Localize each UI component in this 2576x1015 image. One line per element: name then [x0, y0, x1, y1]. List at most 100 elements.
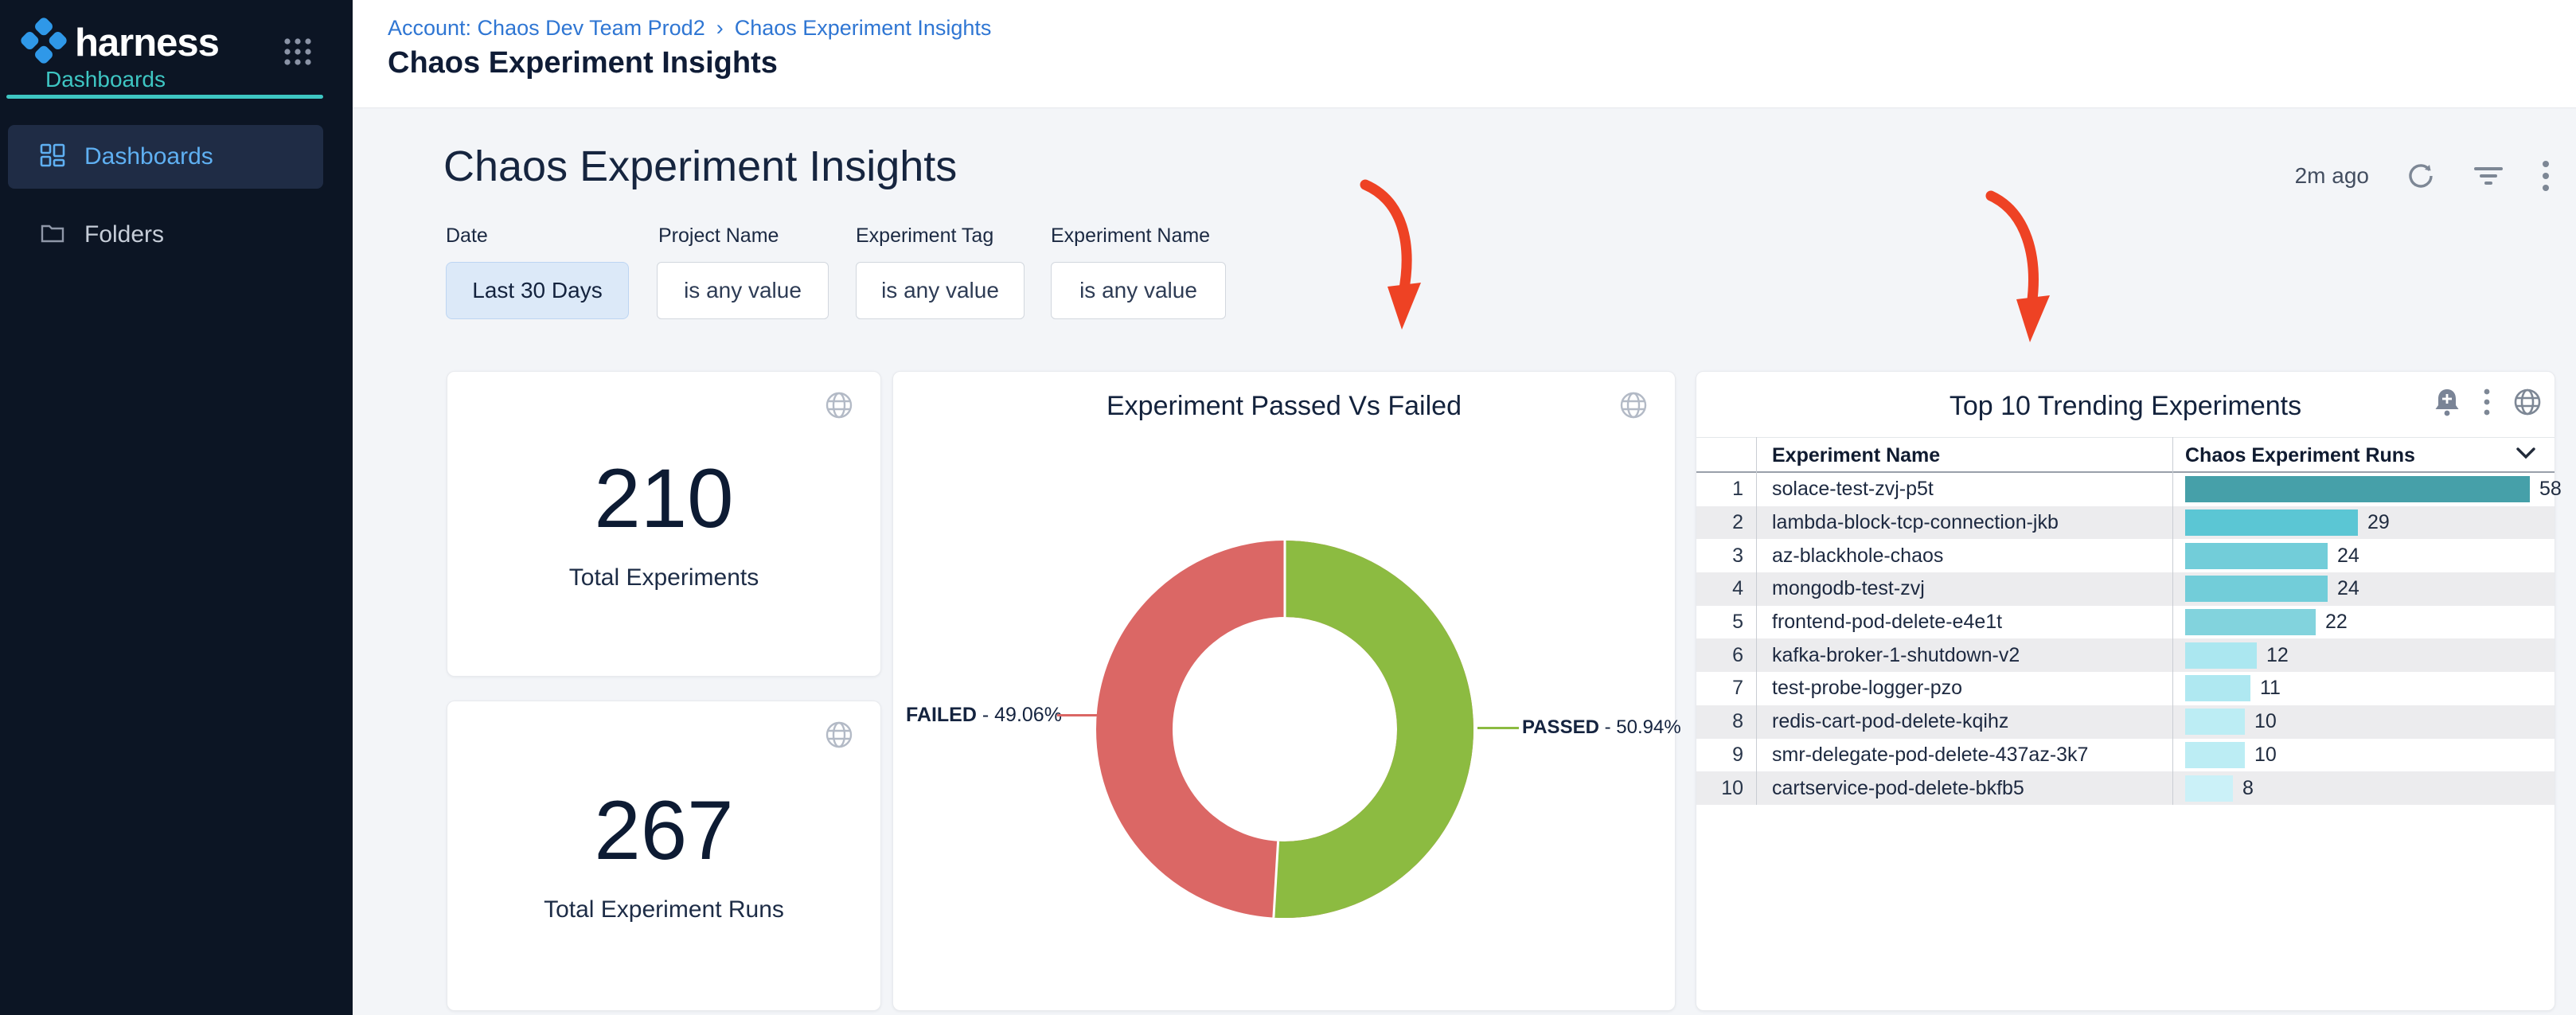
alert-bell-icon[interactable] [2434, 388, 2461, 416]
table-row[interactable]: 4 mongodb-test-zvj 24 [1696, 572, 2555, 606]
runs-bar[interactable] [2185, 509, 2358, 537]
total-experiments-card: 210 Total Experiments [447, 371, 881, 677]
runs-value: 12 [2266, 643, 2289, 666]
column-divider [2172, 437, 2173, 805]
runs-value: 24 [2337, 544, 2359, 567]
passed-label: PASSED - 50.94% [1522, 716, 1681, 738]
column-header-experiment-name[interactable]: Experiment Name [1772, 444, 1941, 467]
filters-icon[interactable] [2473, 162, 2504, 189]
experiment-name-cell[interactable]: redis-cart-pod-delete-kqihz [1772, 710, 2009, 733]
globe-icon [825, 391, 853, 424]
experiment-name-cell[interactable]: lambda-block-tcp-connection-jkb [1772, 511, 2059, 534]
project-name-filter-input[interactable]: is any value [657, 262, 829, 319]
row-rank: 5 [1732, 611, 1743, 634]
runs-bar[interactable] [2185, 775, 2233, 802]
passed-leader-line [1477, 727, 1519, 729]
row-rank: 4 [1732, 577, 1743, 600]
runs-value: 22 [2325, 611, 2348, 634]
top-header-bar: Account: Chaos Dev Team Prod2 › Chaos Ex… [353, 0, 2576, 108]
donut-chart [1096, 541, 1473, 918]
filter-label: Project Name [658, 224, 779, 247]
table-body: 1 solace-test-zvj-p5t 58 2 lambda-block-tcp-… [1696, 473, 2562, 805]
failed-label: FAILED - 49.06% [906, 704, 1062, 726]
folder-icon [40, 221, 65, 250]
failed-leader-line [1057, 714, 1102, 716]
runs-bar[interactable] [2185, 576, 2328, 603]
runs-bar[interactable] [2185, 675, 2250, 702]
table-row[interactable]: 10 cartservice-pod-delete-bkfb5 8 [1696, 771, 2555, 805]
chart-title: Experiment Passed Vs Failed [1107, 391, 1462, 421]
experiment-name-cell[interactable]: frontend-pod-delete-e4e1t [1772, 611, 2003, 634]
more-options-icon[interactable] [2541, 159, 2551, 193]
globe-icon [2513, 388, 2542, 416]
row-rank: 9 [1732, 743, 1743, 766]
breadcrumb-current-link[interactable]: Chaos Experiment Insights [734, 16, 992, 40]
column-header-chaos-experiment-runs[interactable]: Chaos Experiment Runs [2185, 444, 2415, 467]
experiment-name-cell[interactable]: az-blackhole-chaos [1772, 544, 1944, 567]
filter-experiment-name: Experiment Name is any value [1051, 224, 1226, 319]
runs-value: 8 [2242, 776, 2254, 799]
row-rank: 3 [1732, 544, 1743, 567]
experiment-name-filter-input[interactable]: is any value [1051, 262, 1226, 319]
table-row[interactable]: 5 frontend-pod-delete-e4e1t 22 [1696, 606, 2555, 639]
table-row[interactable]: 2 lambda-block-tcp-connection-jkb 29 [1696, 506, 2555, 540]
filter-experiment-tag: Experiment Tag is any value [856, 224, 1025, 319]
page-title: Chaos Experiment Insights [388, 46, 778, 80]
row-rank: 8 [1732, 710, 1743, 733]
experiment-name-cell[interactable]: kafka-broker-1-shutdown-v2 [1772, 643, 2020, 666]
row-rank: 10 [1721, 776, 1743, 799]
row-rank: 2 [1732, 511, 1743, 534]
sidebar-item-label: Folders [84, 221, 165, 248]
date-filter-button[interactable]: Last 30 Days [446, 262, 629, 319]
experiment-name-cell[interactable]: cartservice-pod-delete-bkfb5 [1772, 776, 2024, 799]
sidebar-item-label: Dashboards [84, 143, 213, 170]
breadcrumb: Account: Chaos Dev Team Prod2 › Chaos Ex… [388, 16, 991, 41]
breadcrumb-separator: › [716, 16, 724, 40]
chart-title: Top 10 Trending Experiments [1949, 391, 2302, 421]
row-rank: 1 [1732, 478, 1743, 501]
row-rank: 6 [1732, 643, 1743, 666]
harness-logo[interactable]: harness [21, 18, 220, 68]
dashboard-content: Chaos Experiment Insights 2m ago Date La… [353, 108, 2576, 1015]
row-rank: 7 [1732, 677, 1743, 700]
stat-label: Total Experiments [568, 564, 759, 591]
table-row[interactable]: 7 test-probe-logger-pzo 11 [1696, 672, 2555, 705]
runs-value: 24 [2337, 577, 2359, 600]
table-row[interactable]: 9 smr-delegate-pod-delete-437az-3k7 10 [1696, 739, 2555, 772]
dashboard-actions: 2m ago [2295, 159, 2551, 193]
runs-value: 11 [2260, 677, 2281, 700]
refresh-icon[interactable] [2406, 161, 2436, 191]
runs-bar[interactable] [2185, 709, 2245, 736]
annotation-arrow-right [1985, 190, 2050, 342]
runs-bar[interactable] [2185, 642, 2257, 669]
sidebar-item-folders[interactable]: Folders [8, 203, 323, 267]
runs-value: 10 [2254, 743, 2277, 766]
runs-bar[interactable] [2185, 609, 2316, 636]
runs-value: 58 [2539, 478, 2562, 501]
table-row[interactable]: 6 kafka-broker-1-shutdown-v2 12 [1696, 638, 2555, 673]
logo-wordmark: harness [75, 21, 220, 64]
chevron-down-icon[interactable] [2515, 446, 2537, 464]
breadcrumb-account-link[interactable]: Account: Chaos Dev Team Prod2 [388, 16, 705, 40]
filter-date: Date Last 30 Days [446, 224, 629, 319]
globe-icon [825, 720, 853, 753]
experiment-name-cell[interactable]: smr-delegate-pod-delete-437az-3k7 [1772, 743, 2089, 766]
filter-label: Experiment Tag [856, 224, 994, 247]
experiment-name-cell[interactable]: test-probe-logger-pzo [1772, 677, 1963, 700]
table-row[interactable]: 8 redis-cart-pod-delete-kqihz 10 [1696, 705, 2555, 739]
experiment-tag-filter-input[interactable]: is any value [856, 262, 1025, 319]
table-row[interactable]: 3 az-blackhole-chaos 24 [1696, 539, 2555, 572]
more-options-icon[interactable] [2483, 388, 2491, 416]
filter-label: Experiment Name [1051, 224, 1211, 247]
module-underline [6, 95, 323, 99]
experiment-name-cell[interactable]: mongodb-test-zvj [1772, 577, 1925, 600]
harness-logo-icon [21, 18, 67, 68]
experiment-name-cell[interactable]: solace-test-zvj-p5t [1772, 478, 1934, 501]
table-row[interactable]: 1 solace-test-zvj-p5t 58 [1696, 473, 2562, 506]
runs-bar[interactable] [2185, 542, 2328, 569]
runs-bar[interactable] [2185, 741, 2245, 768]
module-grid-icon[interactable] [281, 35, 314, 72]
filter-label: Date [446, 224, 488, 247]
sidebar-item-dashboards[interactable]: Dashboards [8, 125, 323, 189]
runs-bar[interactable] [2185, 476, 2530, 503]
